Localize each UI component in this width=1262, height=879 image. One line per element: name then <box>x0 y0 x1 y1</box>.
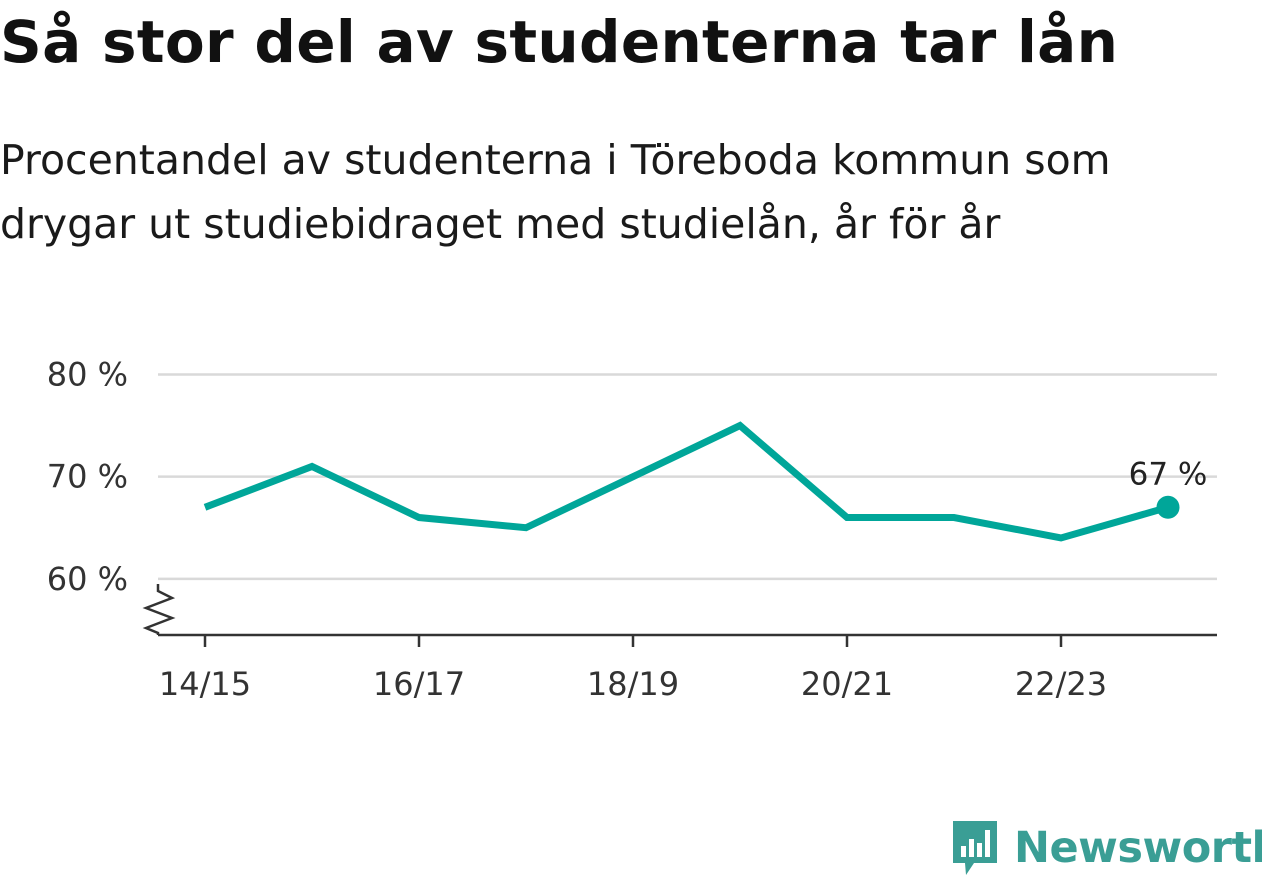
x-tick-label: 20/21 <box>801 665 893 703</box>
gridlines <box>158 373 1217 581</box>
y-axis-ticks: 60 % 70 % 80 % <box>47 356 128 598</box>
x-axis-ticks: 14/15 16/17 18/19 20/21 22/23 <box>159 635 1107 703</box>
series-line <box>203 421 1169 542</box>
y-tick-label: 60 % <box>47 560 128 598</box>
end-value-label: 67 % <box>1129 456 1208 492</box>
x-tick-label: 22/23 <box>1015 665 1107 703</box>
end-point-marker <box>1156 495 1180 519</box>
newsworthy-logo-icon <box>953 821 997 875</box>
y-tick-label: 70 % <box>47 458 128 496</box>
x-axis <box>142 584 1217 637</box>
x-tick-label: 18/19 <box>587 665 679 703</box>
chart-subtitle: Procentandel av studenterna i Töreboda k… <box>0 136 1111 248</box>
axis-break-marker <box>142 584 176 635</box>
x-tick-label: 16/17 <box>373 665 465 703</box>
brand-name: Newsworthy <box>1014 823 1262 873</box>
series: 67 % <box>203 421 1208 542</box>
x-tick-label: 14/15 <box>159 665 251 703</box>
y-tick-label: 80 % <box>47 356 128 394</box>
newsworthy-logo: Newsworthy <box>950 818 1262 878</box>
chart-title: Så stor del av studenterna tar lån <box>0 8 1119 76</box>
